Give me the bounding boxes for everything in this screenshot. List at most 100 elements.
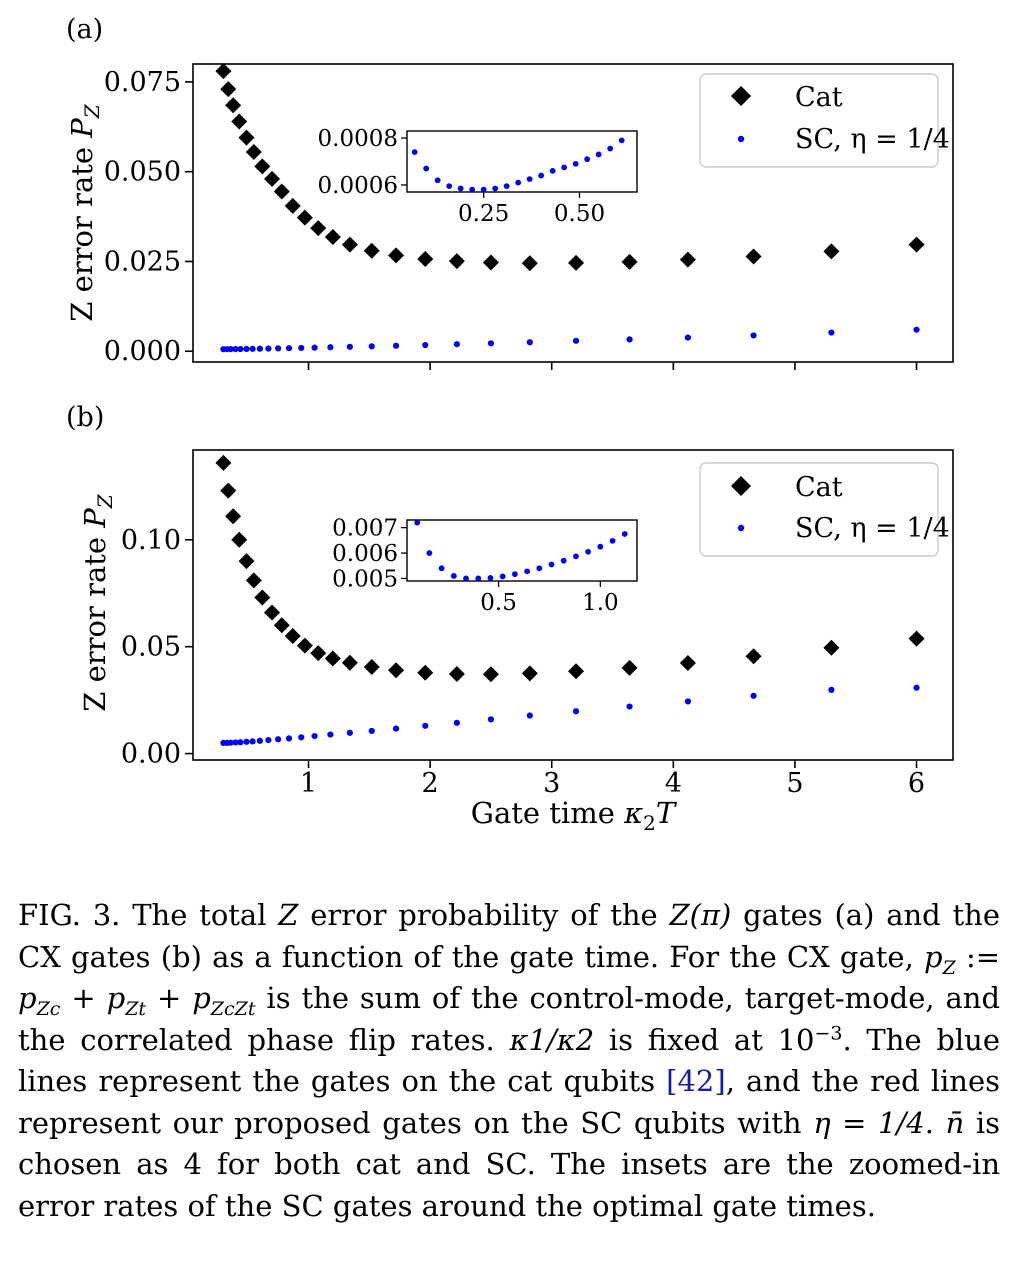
- sc-data-point: [828, 329, 835, 336]
- panel-b-legend-sc-marker: [737, 524, 745, 532]
- caption-text: . The blue lines represent the gates on …: [18, 1022, 1001, 1099]
- inset-sc-data-point: [446, 183, 453, 190]
- cat-data-point: [621, 253, 638, 270]
- x-tick-label: 4: [665, 768, 682, 799]
- inset-x-tick-label: 1.0: [582, 590, 619, 616]
- sc-data-point: [327, 731, 334, 738]
- sc-data-point: [684, 334, 692, 341]
- inset-sc-data-point: [511, 571, 518, 578]
- caption-math-nbar: n̄: [945, 1105, 965, 1140]
- inset-sc-data-point: [423, 165, 430, 172]
- inset-sc-data-point: [475, 575, 482, 582]
- panel-a-legend: Cat SC, η = 1/4: [699, 73, 950, 168]
- panel-b-series-cat: [215, 454, 925, 683]
- caption-math: Z(π): [669, 898, 732, 932]
- inset-sc-data-point: [621, 531, 628, 537]
- caption-text: is chosen as 4 for both cat and SC. The …: [18, 1105, 1001, 1223]
- caption-math-ten-power: 10−3: [777, 1021, 843, 1057]
- panel-a-series-cat: [215, 63, 925, 272]
- panel-a-y-ticks: 0.000 0.025 0.050 0.075: [104, 67, 193, 367]
- inset-sc-data-point: [536, 565, 543, 572]
- y-tick-label: 0.10: [121, 525, 181, 556]
- sc-data-point: [526, 712, 533, 719]
- caption-math: Z: [278, 898, 299, 932]
- caption-citation-link[interactable]: [42]: [666, 1064, 726, 1098]
- cat-data-point: [254, 158, 271, 175]
- cat-data-point: [273, 183, 290, 200]
- inset-sc-data-point: [597, 543, 604, 550]
- x-tick-label: 6: [908, 768, 925, 799]
- cat-data-point: [417, 664, 434, 681]
- cat-data-point: [225, 97, 242, 114]
- caption-math-pzczt: pZcZt: [192, 981, 256, 1020]
- sc-data-point: [453, 341, 460, 348]
- panel-b-legend: Cat SC, η = 1/4: [699, 462, 950, 557]
- inset-sc-data-point: [607, 145, 614, 152]
- sc-data-point: [237, 345, 244, 353]
- caption-math-kappa-ratio: κ1/κ2: [509, 1022, 595, 1057]
- inset-sc-data-point: [503, 183, 510, 190]
- sc-data-point: [237, 739, 244, 746]
- y-tick-label: 0.00: [121, 739, 181, 770]
- sc-data-point: [256, 345, 263, 352]
- sc-data-point: [422, 722, 429, 729]
- inset-sc-data-point: [515, 179, 522, 186]
- sc-data-point: [526, 339, 533, 346]
- sc-data-point: [232, 739, 239, 746]
- sc-data-point: [249, 738, 256, 745]
- sc-data-point: [368, 343, 375, 350]
- sc-data-point: [572, 337, 580, 344]
- cat-data-point: [482, 254, 499, 271]
- sc-data-point: [227, 346, 234, 353]
- cat-data-point: [284, 197, 301, 214]
- cat-data-point: [264, 170, 281, 187]
- panel-a-legend-box: [699, 73, 939, 168]
- caption-text: , and the red lines represent our propos…: [18, 1064, 1001, 1140]
- panel-b-x-ticks: 1 2 3 4 5 6: [300, 760, 925, 799]
- inset-x-tick-label: 0.25: [458, 201, 509, 227]
- panel-b-inset-series: [414, 519, 628, 582]
- sc-data-point: [392, 342, 400, 349]
- sc-data-point: [275, 345, 282, 352]
- inset-sc-data-point: [548, 561, 555, 568]
- cat-data-point: [363, 659, 380, 675]
- panel-b-y-axis-title: Z error rate PZ: [78, 493, 117, 712]
- inset-sc-data-point: [480, 186, 487, 193]
- cat-data-point: [296, 637, 313, 654]
- cat-data-point: [238, 553, 255, 570]
- cat-data-point: [388, 662, 405, 679]
- sc-data-point: [311, 732, 318, 740]
- cat-data-point: [231, 113, 248, 130]
- sc-data-point: [392, 725, 400, 732]
- panel-b-legend-box: [699, 462, 939, 557]
- caption-math: :=: [965, 939, 1001, 974]
- cat-data-point: [908, 236, 925, 253]
- inset-sc-data-point: [524, 568, 530, 575]
- sc-data-point: [243, 345, 250, 353]
- cat-data-point: [745, 248, 762, 265]
- panel-a-inset-series: [411, 137, 625, 193]
- inset-sc-data-point: [585, 548, 592, 555]
- inset-sc-data-point: [434, 177, 441, 184]
- inset-sc-data-point: [426, 550, 433, 556]
- sc-data-point: [913, 684, 920, 691]
- inset-sc-data-point: [499, 573, 506, 580]
- caption-text: .: [924, 1105, 934, 1140]
- inset-sc-data-point: [595, 151, 602, 158]
- cat-data-point: [215, 63, 232, 80]
- x-axis-title: Gate time κ2T: [471, 796, 678, 835]
- cat-data-point: [679, 251, 696, 268]
- sc-data-point: [572, 708, 580, 715]
- cat-data-point: [363, 242, 380, 259]
- sc-data-point: [227, 739, 234, 746]
- caption-math: +: [156, 981, 182, 1015]
- cat-data-point: [254, 589, 271, 606]
- sc-data-point: [346, 343, 353, 350]
- caption-text: is the sum of the control-mode, target-m…: [18, 981, 1001, 1057]
- panel-a-axes-frame: [192, 63, 954, 363]
- inset-sc-data-point: [450, 573, 457, 579]
- inset-sc-data-point: [438, 565, 445, 572]
- cat-data-point: [448, 666, 465, 683]
- cat-data-point: [341, 654, 358, 671]
